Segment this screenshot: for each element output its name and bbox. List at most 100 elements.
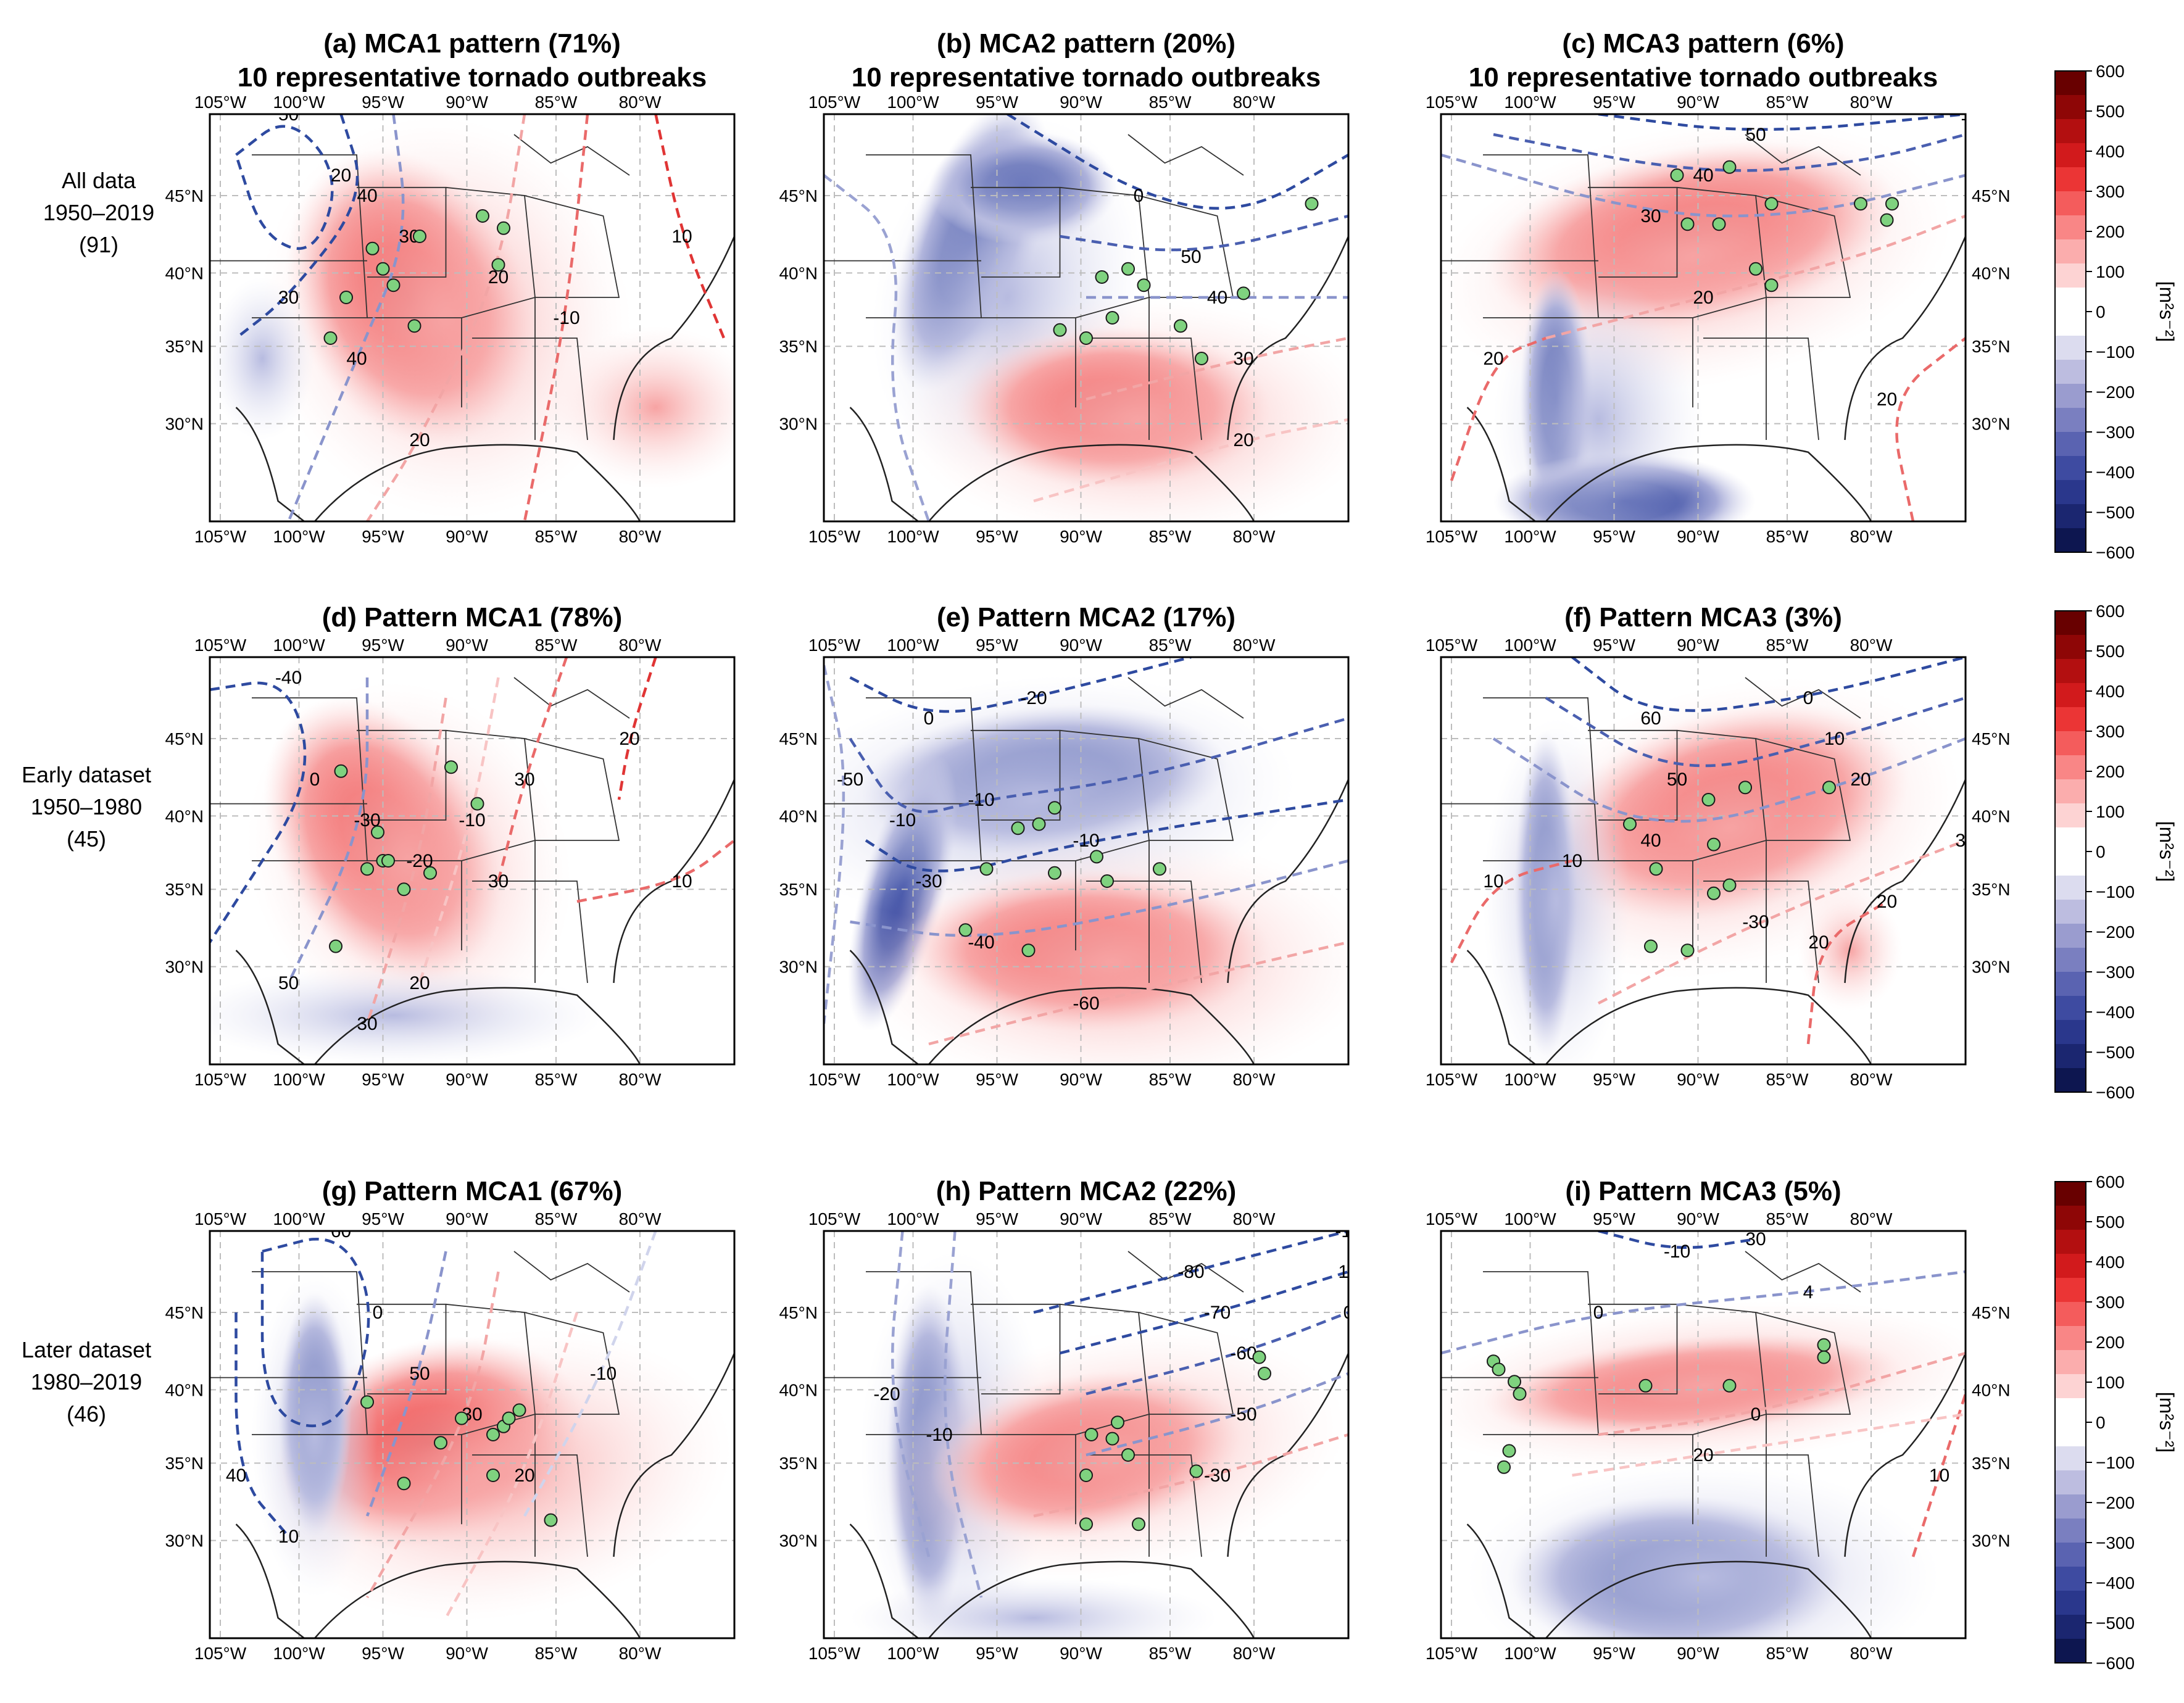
panel-subtitle: 10 representative tornado outbreaks: [238, 62, 707, 93]
contour-label: 0: [924, 708, 934, 729]
contour-line: [260, 1238, 370, 1428]
colorbar-tick-label: −400: [2096, 463, 2135, 482]
lon-label-top: 95°W: [1593, 93, 1635, 112]
contour-line: [1598, 114, 1966, 131]
lon-label-bottom: 105°W: [808, 1644, 861, 1663]
coastline: [1466, 779, 1966, 1064]
contour-label: 20: [1233, 430, 1253, 450]
contour-line: [287, 677, 369, 984]
lon-label-top: 90°W: [1060, 93, 1102, 112]
lon-label-top: 80°W: [1233, 1209, 1276, 1229]
lon-label-top: 100°W: [887, 93, 939, 112]
lon-label-bottom: 85°W: [1766, 527, 1809, 546]
colorbar-segment: [2055, 95, 2086, 120]
row-label-later-dataset: Later dataset 1980–2019 (46): [22, 1337, 151, 1427]
map-panel-h: -80 -70 -60 -50 -30 -20 -10 -10 10 0 105°W 105°W 100…: [779, 1176, 1350, 1663]
contour-line: [849, 716, 1348, 813]
lon-label-top: 80°W: [619, 1209, 662, 1229]
colorbar-segment: [2055, 1567, 2086, 1591]
colorbar-segment: [2055, 635, 2086, 660]
contour-label: -20: [873, 1384, 900, 1404]
contour-label: 10: [671, 226, 692, 247]
contour-line: [1033, 1231, 1348, 1314]
lon-label-top: 85°W: [535, 93, 578, 112]
tornado-outbreak-marker: [1153, 862, 1166, 876]
contour-label: -30: [1204, 1465, 1231, 1486]
contour-label: -30: [1742, 912, 1769, 932]
contour-label: 50: [1745, 125, 1766, 145]
colorbar-tick-label: 300: [2096, 722, 2125, 741]
state-border: [252, 154, 368, 318]
tornado-outbreak-marker: [434, 1436, 447, 1450]
anomaly-shading: [1493, 277, 1703, 521]
contour-line: [1911, 1393, 1966, 1557]
contour-label: 40: [357, 186, 377, 206]
tornado-outbreak-marker: [1305, 197, 1319, 211]
anomaly-shading: [902, 297, 1348, 521]
state-border: [513, 134, 630, 176]
contour-label: 0: [310, 769, 320, 790]
tornado-outbreak-marker: [1084, 1428, 1098, 1441]
tornado-outbreak-marker: [1174, 319, 1187, 333]
lon-label-top: 90°W: [1677, 1209, 1719, 1229]
lon-label-top: 85°W: [1766, 1209, 1809, 1229]
contour-line: [849, 657, 1192, 713]
contour-label: 10: [671, 871, 692, 892]
colorbar-tick-label: −200: [2096, 1493, 2135, 1512]
tornado-outbreak-marker: [1701, 793, 1716, 806]
panel-title: (d) Pattern MCA1 (78%): [322, 602, 623, 632]
state-border: [1755, 195, 1851, 298]
tornado-outbreak-marker: [497, 221, 510, 235]
colorbar-segment: [2055, 683, 2086, 708]
tornado-outbreak-marker: [491, 258, 505, 272]
lon-label-top: 85°W: [1149, 1209, 1192, 1229]
state-border: [524, 1312, 620, 1415]
colorbar-tick-label: 300: [2096, 1293, 2125, 1312]
map-field: 50 40 30 20 20 20 1: [1441, 114, 1966, 521]
panel-title: (e) Pattern MCA2 (17%): [937, 602, 1235, 632]
panel-title: (a) MCA1 pattern (71%): [323, 28, 621, 59]
contour-label: 20: [1693, 288, 1713, 308]
contour-label: 0: [1803, 688, 1814, 708]
contour-line: [1086, 336, 1348, 401]
row-label-line: Early dataset: [22, 762, 151, 787]
lon-label-top: 100°W: [1504, 1209, 1556, 1229]
contour-line: [235, 125, 334, 251]
tornado-outbreak-marker: [397, 1477, 411, 1491]
panel-subtitle: 10 representative tornado outbreaks: [1469, 62, 1938, 93]
contour-label: -10: [1664, 1241, 1690, 1262]
lon-label-top: 80°W: [1850, 1209, 1893, 1229]
colorbar-segment: [2055, 755, 2086, 780]
lon-label-top: 105°W: [808, 1209, 861, 1229]
row-label-line: (91): [79, 232, 118, 257]
contour-line: [523, 1231, 657, 1517]
lon-label-bottom: 80°W: [1850, 1644, 1893, 1663]
colorbar-segment: [2055, 119, 2086, 144]
state-border: [1138, 738, 1234, 841]
tornado-outbreak-marker: [1680, 943, 1695, 958]
colorbar-tick-label: 200: [2096, 222, 2125, 241]
colorbar-segment: [2055, 1591, 2086, 1615]
contour-line: [497, 657, 568, 882]
contour-line: [824, 174, 931, 521]
map-frame: [823, 656, 1350, 1066]
colorbar: 600 500 400 300 200 100 0 −100 −200 −300 −400 −500 −…: [2054, 602, 2178, 1102]
lon-label-top: 80°W: [1850, 636, 1893, 655]
colorbar-segment: [2055, 900, 2086, 924]
contour-label: 40: [226, 1465, 246, 1486]
colorbar-tick-label: 200: [2096, 1333, 2125, 1352]
tornado-outbreak-marker: [1079, 1469, 1093, 1482]
colorbar-tick-label: 100: [2096, 802, 2125, 821]
contour-label: 60: [331, 1221, 351, 1241]
map-panels: 50403020-101020304020105°W105°W100°W100°…: [165, 28, 2011, 1663]
lat-label: 30°N: [1972, 958, 2011, 977]
lon-label-bottom: 80°W: [1233, 527, 1276, 546]
tornado-outbreak-marker: [1822, 781, 1836, 795]
colorbar-tick-label: 600: [2096, 602, 2125, 621]
lon-label-top: 100°W: [273, 636, 325, 655]
map-frame: [209, 1230, 736, 1639]
tornado-outbreak-marker: [1105, 1432, 1119, 1446]
state-border: [1483, 1271, 1599, 1435]
